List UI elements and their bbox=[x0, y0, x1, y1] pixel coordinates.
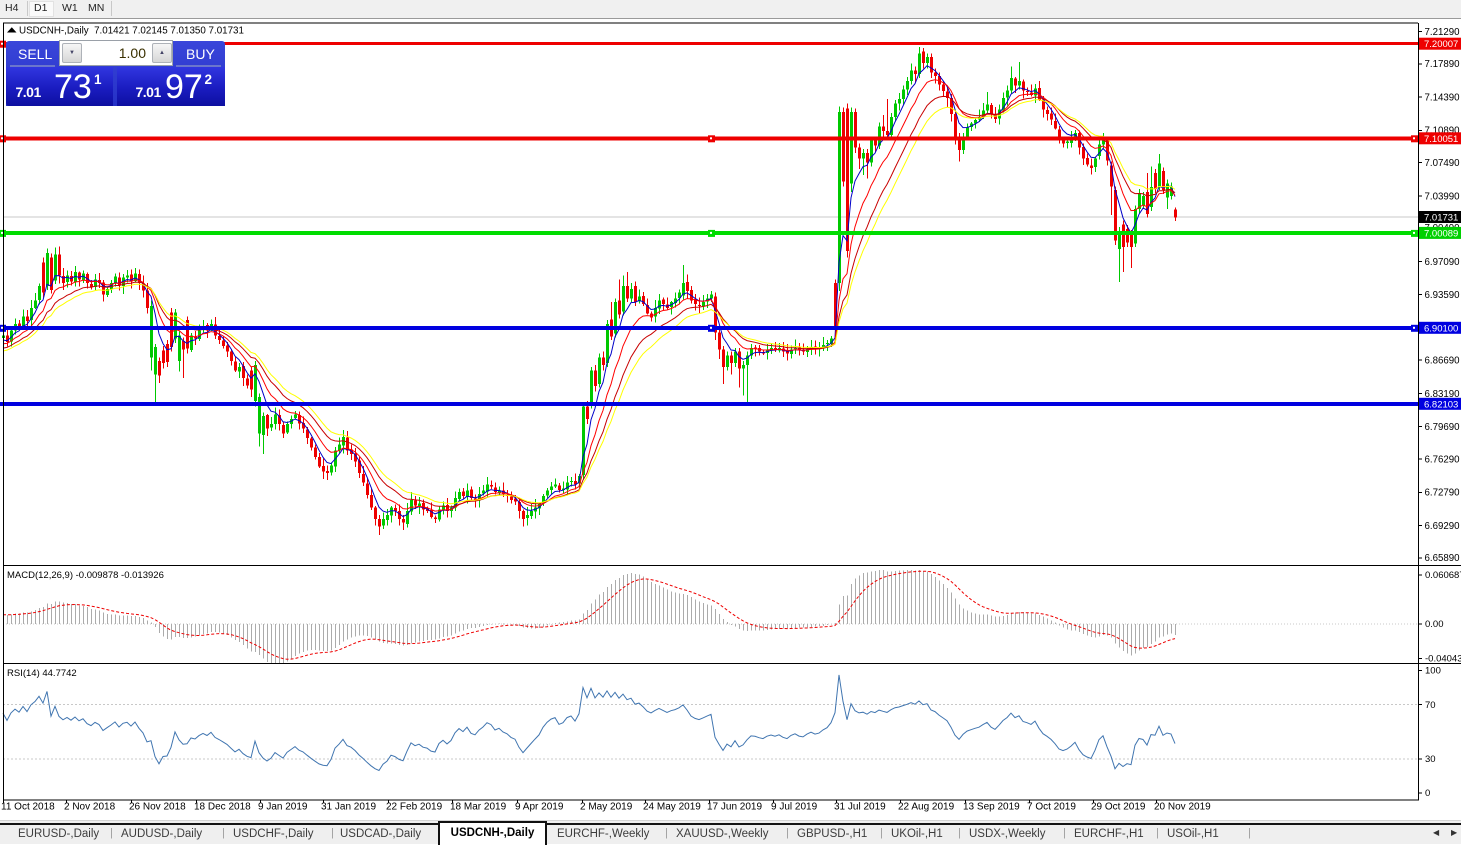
svg-text:7.21290: 7.21290 bbox=[1425, 27, 1461, 38]
svg-text:7.07490: 7.07490 bbox=[1425, 158, 1461, 169]
svg-text:26 Nov 2018: 26 Nov 2018 bbox=[129, 802, 186, 813]
svg-text:18 Dec 2018: 18 Dec 2018 bbox=[194, 802, 251, 813]
svg-text:20 Nov 2019: 20 Nov 2019 bbox=[1154, 802, 1211, 813]
svg-text:7.14390: 7.14390 bbox=[1425, 93, 1461, 104]
svg-text:6.86690: 6.86690 bbox=[1425, 356, 1461, 367]
svg-text:7.20007: 7.20007 bbox=[1424, 39, 1458, 50]
svg-text:6.90100: 6.90100 bbox=[1424, 323, 1458, 334]
svg-text:11 Oct 2018: 11 Oct 2018 bbox=[1, 802, 55, 813]
svg-text:0.00: 0.00 bbox=[1425, 619, 1444, 630]
svg-text:31 Jul 2019: 31 Jul 2019 bbox=[834, 802, 886, 813]
svg-text:100: 100 bbox=[1425, 666, 1441, 677]
svg-text:7 Oct 2019: 7 Oct 2019 bbox=[1027, 802, 1076, 813]
svg-text:70: 70 bbox=[1425, 700, 1436, 711]
svg-text:6.72790: 6.72790 bbox=[1425, 488, 1461, 499]
svg-text:6.79690: 6.79690 bbox=[1425, 422, 1461, 433]
svg-text:29 Oct 2019: 29 Oct 2019 bbox=[1091, 802, 1146, 813]
svg-text:7.10051: 7.10051 bbox=[1424, 134, 1458, 145]
svg-text:30: 30 bbox=[1425, 754, 1436, 765]
svg-text:7.00089: 7.00089 bbox=[1424, 228, 1458, 239]
svg-text:7.10890: 7.10890 bbox=[1425, 126, 1461, 137]
svg-text:24 May 2019: 24 May 2019 bbox=[643, 802, 701, 813]
svg-text:7.01731: 7.01731 bbox=[1424, 213, 1458, 224]
svg-text:6.97090: 6.97090 bbox=[1425, 257, 1461, 268]
svg-text:MACD(12,26,9) -0.009878 -0.013: MACD(12,26,9) -0.009878 -0.013926 bbox=[7, 570, 164, 581]
svg-text:-0.040432: -0.040432 bbox=[1425, 654, 1461, 665]
svg-text:6.93590: 6.93590 bbox=[1425, 290, 1461, 301]
svg-text:2 Nov 2018: 2 Nov 2018 bbox=[64, 802, 116, 813]
svg-text:31 Jan 2019: 31 Jan 2019 bbox=[321, 802, 376, 813]
svg-text:6.69290: 6.69290 bbox=[1425, 521, 1461, 532]
svg-text:9 Jan 2019: 9 Jan 2019 bbox=[258, 802, 308, 813]
svg-text:6.76290: 6.76290 bbox=[1425, 454, 1461, 465]
svg-text:7.03990: 7.03990 bbox=[1425, 191, 1461, 202]
svg-text:22 Aug 2019: 22 Aug 2019 bbox=[898, 802, 955, 813]
svg-text:17 Jun 2019: 17 Jun 2019 bbox=[707, 802, 762, 813]
svg-text:6.82103: 6.82103 bbox=[1424, 399, 1458, 410]
svg-text:9 Apr 2019: 9 Apr 2019 bbox=[515, 802, 564, 813]
svg-text:13 Sep 2019: 13 Sep 2019 bbox=[963, 802, 1020, 813]
svg-text:6.83190: 6.83190 bbox=[1425, 389, 1461, 400]
svg-text:7.17890: 7.17890 bbox=[1425, 59, 1461, 70]
svg-text:RSI(14) 44.7742: RSI(14) 44.7742 bbox=[7, 668, 77, 679]
svg-text:22 Feb 2019: 22 Feb 2019 bbox=[386, 802, 443, 813]
svg-text:0.060687: 0.060687 bbox=[1425, 570, 1461, 581]
svg-text:9 Jul 2019: 9 Jul 2019 bbox=[771, 802, 818, 813]
svg-text:6.65890: 6.65890 bbox=[1425, 553, 1461, 564]
svg-text:USDCNH-,Daily 7.01421 7.02145: USDCNH-,Daily 7.01421 7.02145 7.01350 7.… bbox=[19, 26, 244, 37]
svg-text:0: 0 bbox=[1425, 788, 1430, 799]
svg-text:18 Mar 2019: 18 Mar 2019 bbox=[450, 802, 507, 813]
svg-text:2 May 2019: 2 May 2019 bbox=[580, 802, 633, 813]
